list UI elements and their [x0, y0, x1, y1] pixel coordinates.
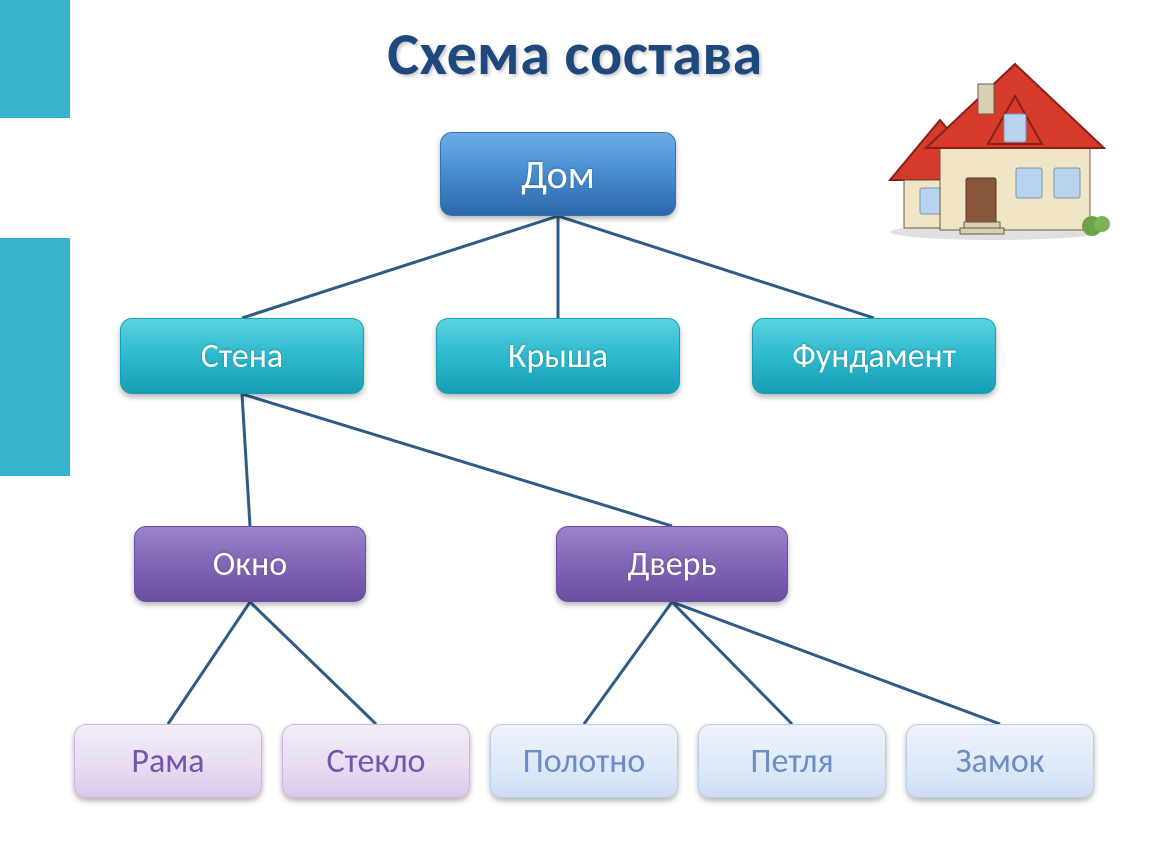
tree-node-okno: Окно	[134, 526, 366, 602]
tree-node-dver: Дверь	[556, 526, 788, 602]
tree-edge	[672, 602, 1000, 724]
tree-edge	[242, 394, 672, 526]
tree-node-stena: Стена	[120, 318, 364, 394]
tree-node-label: Фундамент	[792, 336, 956, 377]
tree-node-label: Дверь	[628, 544, 717, 585]
house-icon	[870, 40, 1120, 240]
tree-node-label: Петля	[750, 741, 833, 782]
sidebar-stripe-bottom	[0, 238, 70, 476]
tree-node-label: Замок	[955, 741, 1044, 782]
tree-node-label: Крыша	[508, 336, 608, 377]
tree-edge	[672, 602, 792, 724]
tree-node-label: Стена	[201, 336, 283, 377]
tree-node-zamok: Замок	[906, 724, 1094, 798]
tree-edge	[242, 216, 558, 318]
tree-edge	[558, 216, 874, 318]
tree-node-petlya: Петля	[698, 724, 886, 798]
tree-edge	[584, 602, 672, 724]
tree-node-rama: Рама	[74, 724, 262, 798]
tree-node-label: Стекло	[327, 741, 426, 782]
tree-node-steklo: Стекло	[282, 724, 470, 798]
tree-node-label: Дом	[521, 150, 595, 199]
tree-edge	[168, 602, 250, 724]
tree-node-label: Рама	[131, 741, 204, 782]
tree-node-label: Окно	[213, 544, 287, 585]
tree-node-label: Полотно	[523, 741, 646, 782]
tree-edge	[250, 602, 376, 724]
tree-node-polotno: Полотно	[490, 724, 678, 798]
tree-node-krysha: Крыша	[436, 318, 680, 394]
tree-edge	[242, 394, 250, 526]
slide: Схема состава	[0, 0, 1150, 864]
tree-node-fundament: Фундамент	[752, 318, 996, 394]
tree-node-dom: Дом	[440, 132, 676, 216]
